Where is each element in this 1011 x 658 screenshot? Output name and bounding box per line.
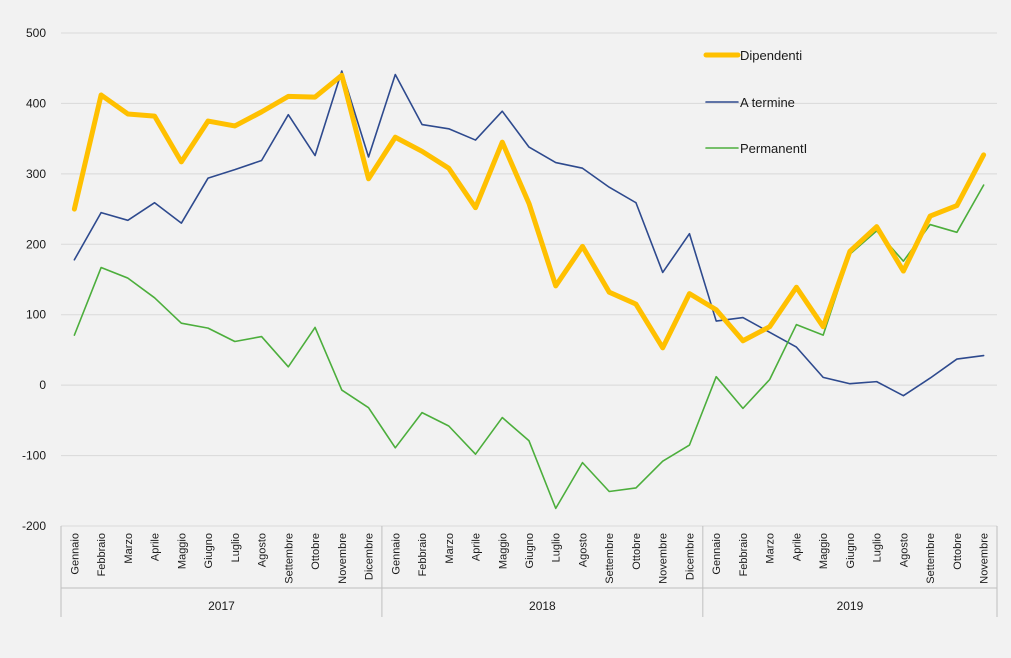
year-label: 2017 bbox=[208, 599, 235, 613]
x-tick-label: Marzo bbox=[123, 533, 135, 564]
grid-layer bbox=[61, 32, 997, 527]
x-tick-label: Giugno bbox=[524, 533, 536, 568]
x-tick-label: Gennaio bbox=[69, 533, 81, 575]
y-tick-label: 300 bbox=[26, 167, 46, 181]
x-tick-label: Novembre bbox=[979, 533, 991, 584]
x-tick-label: Dicembre bbox=[364, 533, 376, 580]
x-tick-label: Ottobre bbox=[310, 533, 322, 570]
x-tick-label: Marzo bbox=[765, 533, 777, 564]
x-tick-label: Luglio bbox=[872, 533, 884, 562]
x-tick-label: Febbraio bbox=[738, 533, 750, 576]
series-line-a-termine bbox=[73, 70, 985, 397]
x-tick-label: Agosto bbox=[577, 533, 589, 567]
x-tick-label: Settembre bbox=[925, 533, 937, 584]
x-tick-label: Gennaio bbox=[390, 533, 402, 575]
x-tick-label: Marzo bbox=[444, 533, 456, 564]
x-tick-label: Novembre bbox=[337, 533, 349, 584]
legend-label: Dipendenti bbox=[740, 48, 802, 63]
year-label: 2018 bbox=[529, 599, 556, 613]
legend-label: PermanentI bbox=[740, 141, 807, 156]
x-tick-label: Aprile bbox=[791, 533, 803, 561]
y-tick-label: -100 bbox=[22, 449, 46, 463]
series-line-dipendenti bbox=[71, 72, 987, 351]
y-tick-label: 0 bbox=[39, 378, 46, 392]
x-tick-label: Aprile bbox=[471, 533, 483, 561]
x-tick-label: Dicembre bbox=[684, 533, 696, 580]
x-tick-label: Ottobre bbox=[952, 533, 964, 570]
x-tick-label: Luglio bbox=[551, 533, 563, 562]
x-tick-label: Giugno bbox=[203, 533, 215, 568]
x-tick-label: Agosto bbox=[898, 533, 910, 567]
x-tick-label: Maggio bbox=[818, 533, 830, 569]
y-tick-label: 500 bbox=[26, 26, 46, 40]
legend: Dipendenti A termine PermanentI bbox=[703, 48, 807, 156]
x-tick-label: Ottobre bbox=[631, 533, 643, 570]
x-tick-label: Luglio bbox=[230, 533, 242, 562]
series-layer bbox=[71, 70, 987, 510]
x-tick-label: Settembre bbox=[283, 533, 295, 584]
y-tick-label: 200 bbox=[26, 237, 46, 251]
x-tick-label: Maggio bbox=[497, 533, 509, 569]
x-tick-label: Settembre bbox=[604, 533, 616, 584]
x-tick-label: Febbraio bbox=[417, 533, 429, 576]
x-tick-label: Gennaio bbox=[711, 533, 723, 575]
x-tick-label: Febbraio bbox=[96, 533, 108, 576]
year-label: 2019 bbox=[837, 599, 864, 613]
legend-label: A termine bbox=[740, 95, 795, 110]
x-tick-label: Agosto bbox=[257, 533, 269, 567]
series-line-permanenti bbox=[73, 184, 985, 510]
axis-layer: 500 400 300 200 100 0 -100 -200 Gennaio Febbraio M… bbox=[22, 26, 998, 617]
x-tick-label: Aprile bbox=[150, 533, 162, 561]
y-tick-label: 100 bbox=[26, 308, 46, 322]
x-tick-label: Giugno bbox=[845, 533, 857, 568]
y-tick-label: -200 bbox=[22, 519, 46, 533]
y-tick-label: 400 bbox=[26, 96, 46, 110]
x-tick-label: Novembre bbox=[658, 533, 670, 584]
x-tick-label: Maggio bbox=[176, 533, 188, 569]
